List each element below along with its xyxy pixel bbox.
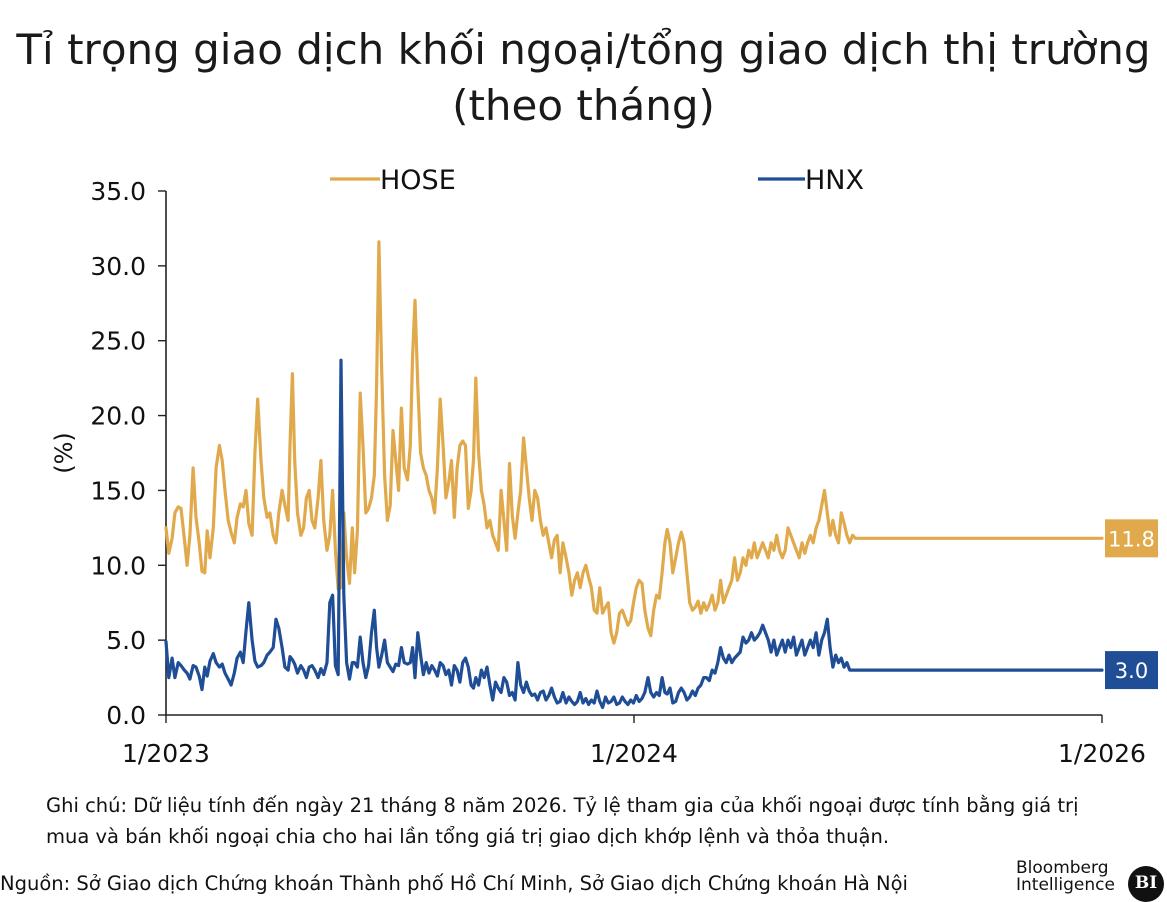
- x-tick-label: 1/2024: [590, 739, 678, 768]
- y-tick-label: 20.0: [90, 402, 146, 431]
- y-tick-label: 35.0: [90, 177, 146, 206]
- legend-label-hose: HOSE: [380, 165, 456, 196]
- y-tick-label: 10.0: [90, 551, 146, 580]
- chart-title-line2: (theo tháng): [452, 81, 715, 130]
- brand-line2: Intelligence: [1016, 875, 1115, 895]
- line-chart: 0.0 5.0 10.0 15.0 20.0 25.0 30.0 35.0 1/2023 1/20…: [50, 165, 1158, 768]
- y-tick-label: 25.0: [90, 327, 146, 356]
- footnote: Ghi chú: Dữ liệu tính đến ngày 21 tháng …: [46, 790, 1136, 852]
- end-value-box-hnx: [1105, 651, 1158, 690]
- legend-label-hnx: HNX: [805, 165, 864, 196]
- series-line-hose: [164, 240, 1104, 645]
- brand-line1: Bloomberg: [1016, 858, 1109, 878]
- chart-title-line1: Tỉ trọng giao dịch khối ngoại/tổng giao …: [16, 25, 1151, 74]
- x-tick-label: 1/2023: [122, 739, 210, 768]
- footnote-line1: Ghi chú: Dữ liệu tính đến ngày 21 tháng …: [46, 794, 1079, 817]
- brand-name: Bloomberg Intelligence: [1016, 860, 1115, 894]
- series-line-hnx: [164, 358, 1104, 710]
- bloomberg-intelligence-logo: BI: [1128, 866, 1164, 902]
- source-note: Nguồn: Sở Giao dịch Chứng khoán Thành ph…: [0, 872, 908, 895]
- y-tick-label: 30.0: [90, 252, 146, 281]
- y-tick-label: 5.0: [106, 626, 146, 655]
- y-tick-label: 0.0: [106, 701, 146, 730]
- y-axis-label: (%): [50, 432, 78, 474]
- chart-title: Tỉ trọng giao dịch khối ngoại/tổng giao …: [0, 22, 1167, 134]
- footnote-line2: mua và bán khối ngoại chia cho hai lần t…: [46, 825, 890, 848]
- end-value-label-hose: 11.8: [1108, 527, 1155, 551]
- x-tick-label: 1/2026: [1058, 739, 1146, 768]
- end-value-label-hnx: 3.0: [1115, 659, 1148, 683]
- y-tick-label: 15.0: [90, 476, 146, 505]
- end-value-box-hose: [1105, 519, 1158, 558]
